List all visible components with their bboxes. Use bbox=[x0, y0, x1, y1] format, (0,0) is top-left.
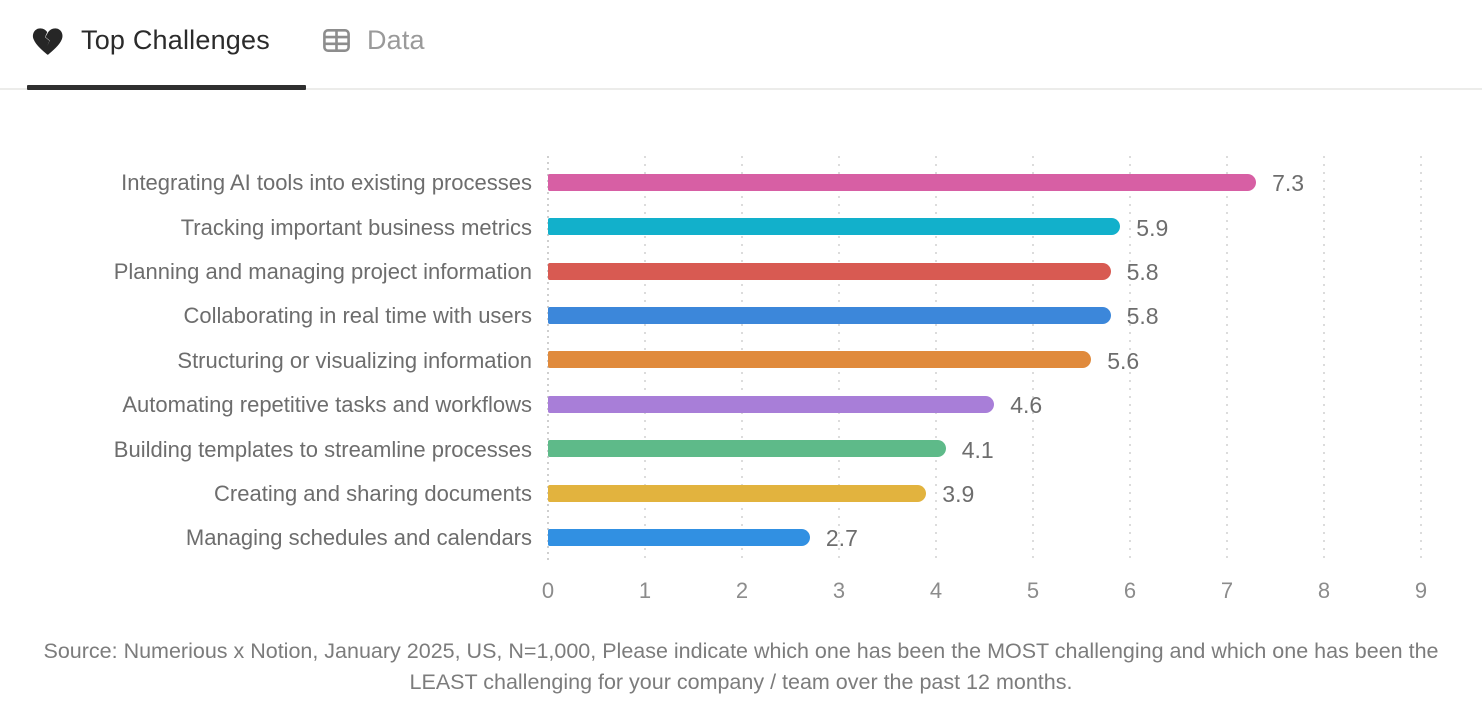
category-label: Tracking important business metrics bbox=[180, 214, 532, 240]
gridline bbox=[1323, 156, 1325, 560]
category-label: Automating repetitive tasks and workflow… bbox=[122, 392, 532, 418]
category-label: Structuring or visualizing information bbox=[177, 347, 532, 373]
tab-top-challenges[interactable]: Top Challenges bbox=[30, 22, 270, 59]
x-tick-label: 1 bbox=[638, 577, 652, 603]
bar[interactable] bbox=[548, 218, 1121, 236]
x-tick-label: 5 bbox=[1026, 577, 1040, 603]
broken-heart-icon bbox=[30, 22, 67, 59]
category-label: Integrating AI tools into existing proce… bbox=[121, 170, 532, 196]
source-note: Source: Numerious x Notion, January 2025… bbox=[43, 639, 1439, 694]
bar[interactable] bbox=[548, 306, 1111, 324]
active-tab-underline bbox=[27, 85, 306, 90]
category-label: Collaborating in real time with users bbox=[183, 303, 533, 329]
x-tick-label: 6 bbox=[1123, 577, 1137, 603]
category-label: Managing schedules and calendars bbox=[185, 525, 532, 551]
gridline bbox=[1420, 156, 1422, 560]
category-label: Planning and managing project informatio… bbox=[113, 259, 532, 284]
tab-divider bbox=[0, 88, 1482, 90]
value-label: 3.9 bbox=[942, 481, 975, 507]
gridline bbox=[1226, 156, 1228, 560]
value-label: 5.8 bbox=[1126, 259, 1159, 285]
bar[interactable] bbox=[548, 528, 810, 546]
value-label: 4.6 bbox=[1010, 392, 1043, 419]
tab-label: Data bbox=[366, 25, 425, 55]
table-icon bbox=[320, 24, 353, 57]
value-label: 4.1 bbox=[961, 436, 994, 463]
x-tick-label: 8 bbox=[1317, 577, 1331, 603]
bar[interactable] bbox=[548, 440, 946, 458]
gridline bbox=[1129, 156, 1131, 560]
value-label: 5.9 bbox=[1136, 214, 1169, 241]
bar[interactable] bbox=[548, 351, 1092, 369]
category-label: Building templates to streamline process… bbox=[113, 436, 532, 462]
tab-bar: Top Challenges Data bbox=[30, 22, 425, 59]
value-label: 5.6 bbox=[1107, 347, 1140, 374]
bar[interactable] bbox=[548, 484, 927, 502]
bar[interactable] bbox=[548, 262, 1111, 280]
x-tick-label: 0 bbox=[541, 577, 555, 603]
x-tick-label: 4 bbox=[929, 577, 943, 603]
bar[interactable] bbox=[548, 173, 1257, 191]
x-tick-label: 3 bbox=[832, 577, 846, 603]
x-tick-label: 2 bbox=[735, 577, 749, 603]
bar[interactable] bbox=[548, 395, 995, 413]
x-tick-label: 7 bbox=[1220, 577, 1234, 603]
tab-data[interactable]: Data bbox=[320, 24, 425, 57]
tab-label: Top Challenges bbox=[81, 25, 270, 55]
value-label: 5.8 bbox=[1126, 303, 1159, 330]
value-label: 7.3 bbox=[1272, 170, 1305, 197]
x-tick-label: 9 bbox=[1414, 577, 1428, 603]
value-label: 2.7 bbox=[825, 525, 858, 552]
category-label: Creating and sharing documents bbox=[214, 481, 532, 506]
